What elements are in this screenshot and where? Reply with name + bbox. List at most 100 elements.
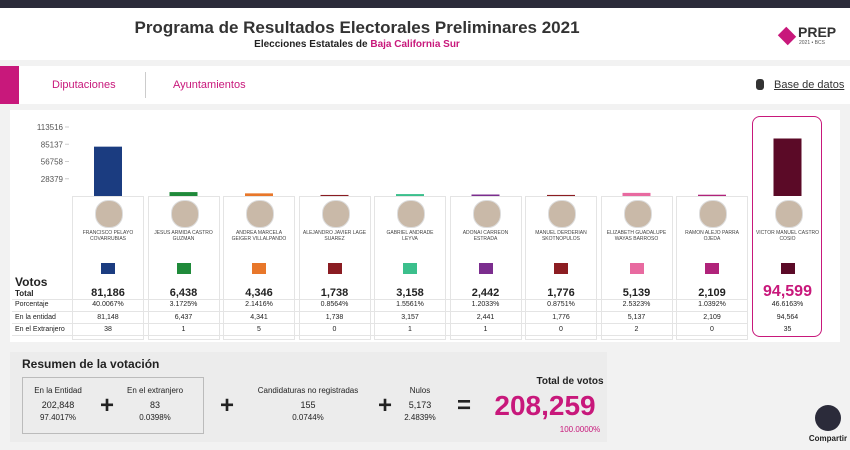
party-logo xyxy=(554,263,568,274)
photo xyxy=(548,200,576,228)
card xyxy=(374,196,446,340)
summary-title: Resumen de la votación xyxy=(22,357,160,371)
bar xyxy=(698,194,726,196)
card xyxy=(525,196,597,340)
total-votes: 94,599 xyxy=(763,283,812,300)
summary-box xyxy=(22,377,204,434)
in-entity: 6,437 xyxy=(174,314,193,321)
total-pct: 100.0000% xyxy=(559,425,601,434)
y-tick-label: 56758 xyxy=(41,158,64,167)
database-link[interactable]: Base de datos xyxy=(774,79,845,91)
photo xyxy=(321,200,350,228)
in-entity: 1,776 xyxy=(552,314,570,321)
title: Programa de Resultados Electorales Preli… xyxy=(134,18,580,37)
in-entity: 2,109 xyxy=(703,314,721,321)
candidate-name: ALEJANDRO JAVIER LAGE SUAREZ xyxy=(302,230,367,242)
summary-label: Nulos xyxy=(409,386,431,395)
percentage: 46.6163% xyxy=(771,301,804,308)
party-logo xyxy=(780,263,795,274)
photo xyxy=(397,200,425,228)
in-entity: 1,738 xyxy=(325,314,344,321)
photo xyxy=(472,200,501,228)
total-votes: 2,442 xyxy=(471,287,500,299)
y-tick-label: 85137 xyxy=(41,140,64,149)
share-icon[interactable] xyxy=(815,405,841,431)
logo: PREP xyxy=(798,24,837,40)
in-entity: 5,137 xyxy=(627,314,646,321)
bar xyxy=(94,146,122,196)
candidate-name: GABRIEL ANDRADE LEYVA xyxy=(386,230,434,242)
total-votes: 1,738 xyxy=(320,287,349,299)
in-entity: 81,148 xyxy=(97,314,119,321)
total-votes: 4,346 xyxy=(245,287,273,299)
bar xyxy=(396,194,424,196)
subtitle-state: Baja California Sur xyxy=(370,39,460,50)
db-icon xyxy=(756,79,764,90)
logo-sub: 2021 • BCS xyxy=(799,40,825,46)
row-line xyxy=(12,311,747,312)
summary-value: 202,848 xyxy=(41,400,75,410)
party-logo xyxy=(403,263,417,274)
photo xyxy=(246,200,274,228)
tab[interactable]: Diputaciones xyxy=(52,79,116,91)
abroad: 1 xyxy=(483,326,488,333)
photo xyxy=(774,200,803,228)
summary-panel xyxy=(10,352,607,442)
party-logo xyxy=(327,263,342,274)
operator: + xyxy=(100,392,115,419)
in-entity: 94,564 xyxy=(776,314,799,321)
percentage: 3.1725% xyxy=(169,301,198,308)
party-logo xyxy=(252,263,266,274)
percentage: 2.5323% xyxy=(622,301,651,308)
abroad: 35 xyxy=(783,326,792,333)
bar xyxy=(471,194,500,196)
summary-value: 155 xyxy=(300,400,316,410)
subtitle: Elecciones Estatales de Baja California … xyxy=(254,39,460,50)
bar xyxy=(547,194,575,196)
abroad: 0 xyxy=(559,326,563,333)
percentage: 0.8564% xyxy=(320,301,349,308)
party-logo xyxy=(478,263,493,274)
row-line xyxy=(12,299,747,300)
operator: = xyxy=(457,392,472,419)
percentage: 1.5561% xyxy=(396,301,424,308)
share-label[interactable]: Compartir xyxy=(808,434,848,443)
row-line xyxy=(12,323,747,324)
row-label: Votos xyxy=(15,275,48,289)
in-entity: 3,157 xyxy=(401,314,419,321)
tab-divider xyxy=(145,72,146,98)
summary-value: 5,173 xyxy=(408,400,432,410)
percentage: 1.0392% xyxy=(698,301,726,308)
card xyxy=(72,196,144,340)
photo xyxy=(95,200,123,228)
party-logo xyxy=(101,263,115,274)
bar xyxy=(622,192,651,196)
candidate-name: JESUS ARMIDA CASTRO GUZMAN xyxy=(154,230,213,242)
abroad: 1 xyxy=(408,326,412,333)
header xyxy=(0,8,850,60)
row-label: Total xyxy=(15,289,34,298)
abroad: 0 xyxy=(710,326,714,333)
summary-label: Candidaturas no registradas xyxy=(257,386,359,395)
summary-pct: 2.4839% xyxy=(404,413,436,422)
bar xyxy=(169,192,198,196)
candidate-name: MANUEL DERDERIAN SKOTNOPULOS xyxy=(535,230,587,242)
card xyxy=(298,196,371,340)
photo xyxy=(170,200,199,228)
total-votes: 3,158 xyxy=(396,287,424,299)
y-tick-label: 113516 xyxy=(37,123,64,132)
summary-label: En el extranjero xyxy=(126,386,184,395)
abroad: 1 xyxy=(181,326,186,333)
tab-accent xyxy=(0,66,19,104)
abroad: 0 xyxy=(332,326,337,333)
summary-pct: 97.4017% xyxy=(39,413,77,422)
percentage: 0.8751% xyxy=(547,301,575,308)
summary-pct: 0.0744% xyxy=(292,413,324,422)
card xyxy=(223,196,295,340)
tab-bar xyxy=(0,66,850,104)
tab[interactable]: Ayuntamientos xyxy=(173,79,246,91)
candidate-name: FRANCISCO PELAYO COVARRUBIAS xyxy=(82,230,134,242)
summary-label: En la Entidad xyxy=(34,386,82,395)
party-logo xyxy=(705,263,719,274)
